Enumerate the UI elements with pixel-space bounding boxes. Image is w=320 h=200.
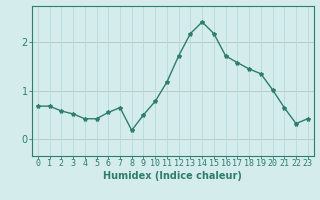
X-axis label: Humidex (Indice chaleur): Humidex (Indice chaleur) — [103, 171, 242, 181]
